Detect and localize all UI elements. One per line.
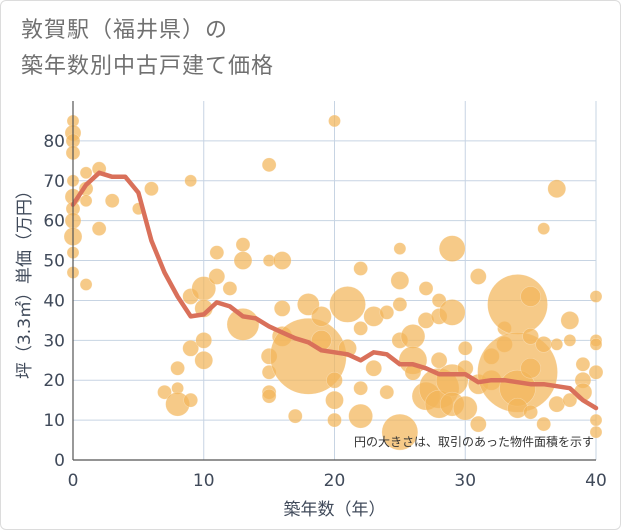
x-tick-label: 30 — [454, 471, 476, 491]
data-point — [272, 251, 292, 270]
chart-title-line2: 築年数別中古戸建て価格 — [21, 54, 275, 79]
data-point — [550, 338, 564, 351]
data-point — [379, 384, 395, 400]
trend-line — [70, 170, 599, 411]
data-point — [457, 341, 473, 356]
chart-title: 敦賀駅（福井県）の 築年数別中古戸建て価格 — [21, 13, 274, 85]
data-point — [195, 332, 213, 349]
data-point — [348, 403, 373, 429]
y-tick-label: 60 — [43, 212, 65, 232]
data-point — [589, 413, 603, 427]
data-point — [326, 371, 343, 389]
data-point — [329, 286, 366, 323]
data-point — [311, 306, 332, 327]
x-tick-label: 40 — [585, 471, 607, 491]
data-point — [589, 338, 603, 351]
data-point — [353, 380, 368, 396]
data-point — [563, 334, 577, 347]
x-tick-label: 0 — [68, 471, 79, 491]
data-point — [589, 425, 603, 439]
data-point — [157, 384, 172, 400]
x-axis-label: 築年数（年） — [284, 500, 386, 520]
y-tick-label: 70 — [43, 172, 65, 192]
data-point — [438, 235, 466, 262]
data-point — [487, 274, 548, 335]
data-point — [536, 416, 552, 432]
data-point — [547, 179, 567, 199]
x-tick-label: 10 — [193, 471, 215, 491]
data-point — [381, 413, 419, 451]
data-point — [365, 359, 383, 377]
data-point — [575, 356, 591, 372]
chart-note: 円の大きさは、取引のあった物件面積を示す — [354, 434, 594, 449]
data-point — [208, 268, 226, 285]
x-tick-label: 20 — [324, 471, 346, 491]
y-tick-label: 20 — [43, 371, 65, 391]
data-point — [393, 242, 407, 255]
data-point — [170, 360, 185, 376]
data-point — [209, 245, 225, 260]
y-tick-label: 0 — [54, 451, 65, 471]
data-point — [91, 221, 107, 236]
data-point — [184, 174, 197, 188]
data-point — [470, 415, 487, 433]
data-point — [353, 321, 368, 336]
data-point — [183, 392, 198, 408]
data-point — [522, 328, 539, 345]
data-point — [548, 395, 566, 413]
data-point — [589, 290, 603, 303]
data-point — [328, 114, 341, 128]
data-point — [327, 412, 342, 428]
data-point — [144, 181, 159, 197]
data-point — [560, 311, 580, 330]
data-point — [452, 395, 478, 421]
y-tick-label: 30 — [43, 331, 65, 351]
data-point — [520, 357, 541, 379]
data-point — [379, 305, 395, 320]
data-point — [535, 336, 553, 353]
data-point — [222, 281, 238, 296]
data-point — [562, 392, 578, 408]
data-point — [523, 404, 538, 420]
data-point — [194, 350, 214, 370]
data-point — [79, 166, 93, 180]
y-tick-label: 10 — [43, 411, 65, 431]
data-point — [520, 286, 541, 307]
data-point — [418, 281, 434, 296]
y-tick-label: 50 — [43, 252, 65, 272]
data-point — [392, 297, 408, 312]
data-point — [261, 157, 277, 173]
data-point — [588, 364, 604, 380]
data-point — [235, 237, 251, 252]
data-point — [353, 261, 368, 276]
data-point — [261, 388, 277, 404]
data-point — [325, 390, 344, 410]
y-axis-label: 坪（3.3㎡）単価（万円） — [15, 182, 35, 379]
y-tick-label: 80 — [43, 132, 65, 152]
data-point — [287, 408, 303, 424]
data-point — [470, 268, 487, 285]
data-point — [390, 271, 410, 290]
data-point — [438, 299, 466, 326]
data-point — [104, 193, 120, 209]
y-tick-label: 40 — [43, 291, 65, 311]
data-point — [273, 300, 291, 317]
data-point — [226, 308, 260, 341]
data-point — [182, 340, 199, 357]
data-point — [79, 194, 93, 208]
data-point — [79, 278, 93, 291]
data-point — [233, 251, 253, 270]
data-point — [400, 324, 426, 349]
chart-title-line1: 敦賀駅（福井県）の — [21, 18, 229, 43]
data-point — [537, 222, 551, 235]
